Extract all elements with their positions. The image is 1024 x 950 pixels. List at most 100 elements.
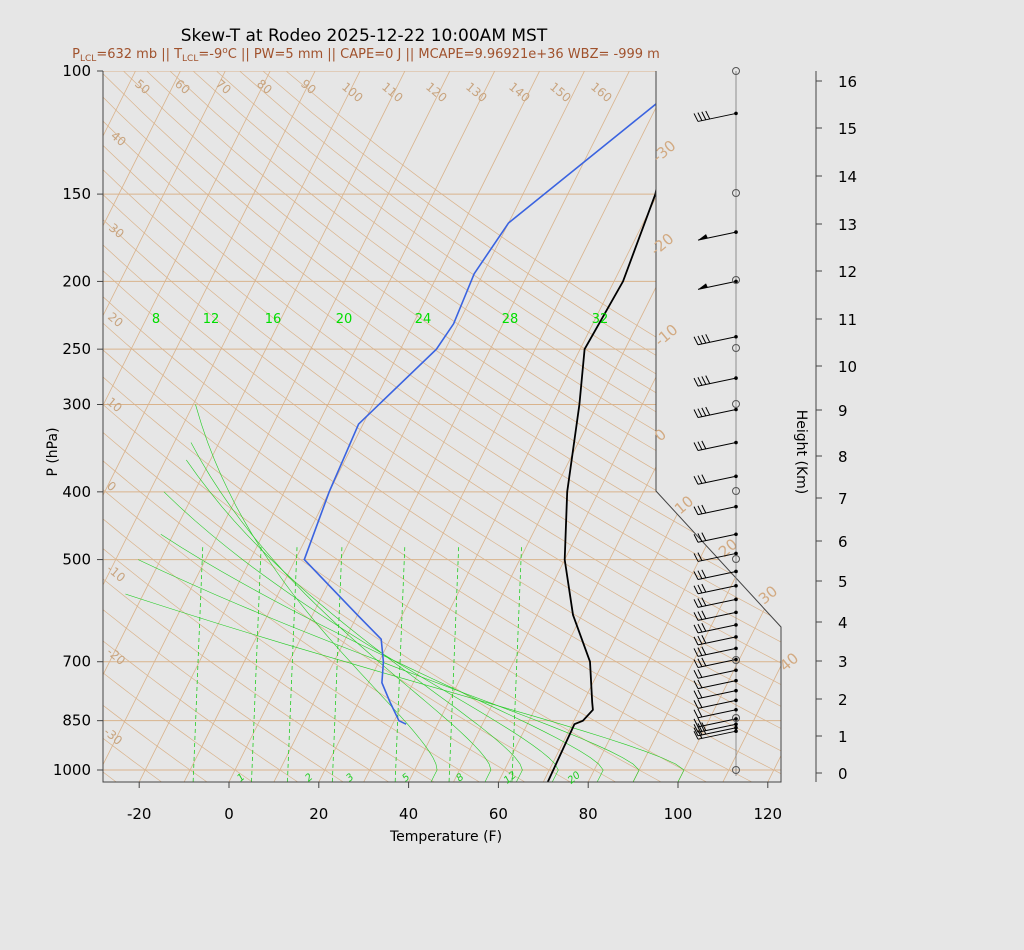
- wind-barb-line: [697, 441, 703, 450]
- wind-barb-line: [693, 585, 699, 594]
- dry-adiabat-line: [103, 71, 781, 782]
- dry-adiabat-line: [0, 71, 33, 788]
- dry-adiabat-line: [169, 71, 781, 782]
- chart-title: Skew-T at Rodeo 2025-12-22 10:00AM MST: [181, 26, 548, 46]
- isotherm-line: [135, 71, 503, 782]
- dry-adiabat-line: [262, 71, 781, 782]
- moist-adiabat-line: [190, 442, 492, 782]
- isotherm-left-label: 30: [106, 221, 127, 242]
- subtitle-lcl-p-sub: LCL: [80, 54, 96, 64]
- wind-level-dot: [734, 725, 738, 730]
- x-tick-label: 120: [753, 805, 782, 823]
- wind-barb-shaft: [697, 570, 737, 580]
- wind-level-dot: [734, 551, 738, 556]
- dry-adiabat-line: [103, 71, 781, 782]
- dry-adiabat-line: [103, 71, 307, 782]
- wind-barb-shaft: [697, 409, 737, 419]
- wind-level-dot: [734, 230, 738, 234]
- mixing-ratio-bottom-label: 1: [235, 772, 247, 785]
- wind-barb-line: [693, 700, 699, 709]
- moist-adiabat-line: [195, 404, 438, 782]
- x-tick-label: 60: [489, 805, 508, 823]
- x-tick-label: 20: [309, 805, 328, 823]
- moist-adiabat-line: [163, 491, 559, 782]
- mixing-ratio-line: [251, 547, 262, 782]
- wind-barb-line: [693, 680, 699, 689]
- isotherm-line: [0, 55, 53, 787]
- isotherm-line: [405, 71, 773, 782]
- dry-adiabat-line: [103, 71, 781, 782]
- dry-adiabat-line: [103, 71, 764, 782]
- height-tick-label: 12: [838, 263, 857, 281]
- mixing-ratio-bottom-label: 2: [303, 772, 315, 785]
- mixing-ratio-top-label: 32: [592, 312, 609, 327]
- wind-barb-line: [697, 335, 703, 345]
- isotherm-line: [810, 55, 1024, 787]
- wind-barb-shaft: [697, 709, 737, 719]
- wind-barb-line: [701, 440, 707, 450]
- isotherm-line: [270, 71, 638, 782]
- wind-level-dot: [734, 376, 738, 380]
- isotherm-right-label: 30: [755, 582, 781, 608]
- wind-barb-shaft: [697, 533, 737, 543]
- height-tick-label: 9: [838, 402, 848, 420]
- wind-calm-circle: [732, 555, 740, 563]
- height-tick-label: 10: [838, 358, 857, 376]
- isotherm-top-label: 120: [423, 80, 450, 105]
- wind-barb-flag: [698, 234, 708, 241]
- mixing-ratio-bottom-label: 3: [344, 772, 356, 785]
- dry-adiabat-line: [103, 71, 627, 782]
- wind-level-dot: [734, 583, 738, 588]
- isotherm-top-label: 80: [254, 77, 275, 98]
- wind-calm-circle: [732, 714, 740, 722]
- isotherm-line: [0, 55, 98, 787]
- isotherm-line: [103, 71, 189, 782]
- wind-barb-line: [693, 709, 699, 718]
- wind-barb-line: [697, 635, 703, 645]
- wind-barb-shaft: [697, 624, 737, 634]
- isotherm-top-label: 90: [298, 77, 319, 98]
- moist-adiabat-line: [125, 593, 685, 782]
- wind-barb-line: [693, 659, 699, 668]
- dry-adiabat-line: [103, 71, 718, 782]
- isotherm-top-label: 60: [172, 77, 193, 98]
- temperature-profile: [546, 71, 685, 782]
- mixing-ratio-line: [448, 547, 460, 782]
- wind-barb-shaft: [697, 506, 737, 516]
- wind-barb-line: [697, 533, 703, 542]
- mixing-ratio-top-label: 12: [203, 312, 220, 327]
- wind-barb-line: [701, 597, 707, 606]
- wind-calm-circle: [732, 656, 740, 664]
- isotherm-line: [450, 71, 781, 782]
- height-tick-label: 13: [838, 216, 857, 234]
- wind-barb-line: [697, 669, 703, 678]
- dry-adiabat-line: [103, 71, 781, 782]
- x-tick-label: 100: [664, 805, 693, 823]
- wind-barb-line: [701, 623, 707, 632]
- mixing-ratio-bottom-label: 5: [400, 772, 412, 785]
- wind-barb-line: [701, 474, 707, 483]
- isotherm-line: [103, 71, 234, 782]
- wind-barb-line: [693, 612, 699, 621]
- y-tick-label: 850: [62, 712, 91, 730]
- dry-adiabat-line: [103, 71, 781, 782]
- isotherm-right-label: -20: [647, 230, 677, 260]
- height-tick-label: 3: [838, 653, 848, 671]
- wind-barb-shaft: [697, 377, 737, 387]
- isotherm-left-label: -20: [104, 645, 128, 668]
- mixing-ratio-line: [511, 547, 522, 782]
- wind-barb-line: [693, 624, 699, 634]
- wind-barb-line: [701, 722, 707, 731]
- mixing-ratio-top-label: 16: [265, 312, 282, 327]
- y-tick-label: 250: [62, 340, 91, 358]
- wind-barb-shaft: [697, 659, 737, 669]
- y-tick-label: 700: [62, 653, 91, 671]
- wind-barb-shaft: [697, 669, 737, 679]
- wind-barb-shaft: [697, 585, 737, 595]
- wind-barb-line: [693, 409, 699, 418]
- isotherm-line: [0, 55, 9, 787]
- wind-barb-line: [701, 532, 707, 541]
- subtitle-lcl-t-prefix: T: [173, 47, 182, 62]
- wind-level-dot: [734, 569, 738, 574]
- wind-barb-line: [693, 534, 699, 543]
